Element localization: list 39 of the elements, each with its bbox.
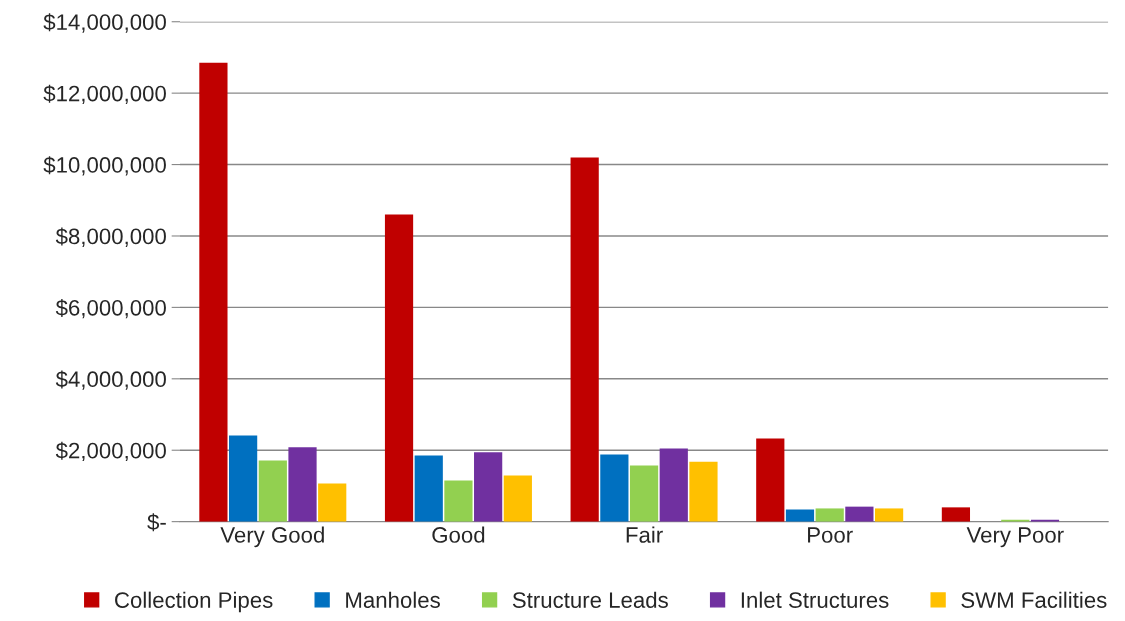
bar	[503, 475, 532, 522]
bar	[600, 454, 629, 522]
y-tick-label: $12,000,000	[43, 84, 166, 105]
bar	[570, 157, 599, 522]
bar	[845, 506, 874, 522]
bar	[785, 509, 815, 522]
y-tick-label: $8,000,000	[55, 227, 166, 247]
bar	[941, 507, 971, 522]
x-tick-label: Poor	[808, 527, 853, 543]
bar	[815, 508, 844, 522]
x-tick-label: Very Poor	[966, 527, 1064, 548]
bar	[756, 438, 785, 522]
y-tick-label: $10,000,000	[43, 156, 166, 176]
legend-label: Manholes	[346, 591, 440, 608]
y-tick-label: $2,000,000	[55, 441, 166, 462]
bar	[689, 461, 718, 522]
bar	[199, 62, 228, 522]
legend-label: Collection Pipes	[115, 591, 273, 613]
legend-label: SWM Facilities	[961, 591, 1107, 608]
bar	[229, 435, 258, 522]
bar	[414, 455, 443, 522]
legend-label: Structure Leads	[512, 591, 668, 608]
bar	[258, 460, 287, 522]
bar	[384, 214, 414, 522]
bar	[318, 483, 347, 522]
bar	[659, 448, 688, 522]
y-tick-label: $-	[147, 513, 166, 532]
bar	[444, 480, 473, 522]
bar	[629, 465, 659, 522]
bar	[474, 452, 503, 522]
bar	[288, 447, 317, 522]
x-tick-label: Fair	[626, 526, 663, 543]
y-tick-label: $6,000,000	[55, 299, 166, 319]
y-tick-label: $14,000,000	[43, 13, 166, 33]
y-tick-label: $4,000,000	[55, 370, 166, 390]
legend-label: Inlet Structures	[741, 591, 889, 608]
bar	[874, 508, 904, 522]
x-tick-label: Good	[432, 526, 485, 543]
x-tick-label: Very Good	[220, 526, 324, 548]
